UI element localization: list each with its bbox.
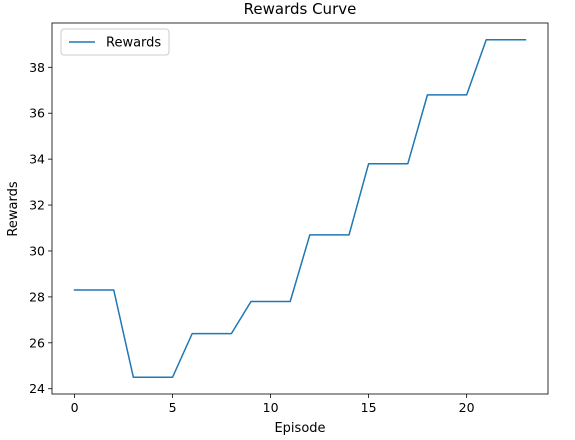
y-tick-label: 36 xyxy=(29,106,45,121)
series-line-0 xyxy=(73,39,527,378)
plot-frame xyxy=(51,22,549,395)
x-tick-label: 10 xyxy=(263,400,279,415)
y-tick-label: 30 xyxy=(29,243,45,258)
plot-area: 0 5 10 15 20 24 26 28 30 32 34 36 38 xyxy=(29,22,549,415)
chart-title: Rewards Curve xyxy=(244,0,357,18)
x-tick-label: 5 xyxy=(169,400,177,415)
legend: Rewards xyxy=(60,28,170,56)
y-axis-label: Rewards xyxy=(6,181,21,236)
x-tick-label: 0 xyxy=(71,400,79,415)
y-tick-label: 38 xyxy=(29,60,45,75)
x-tick-label: 15 xyxy=(361,400,377,415)
y-tick-label: 26 xyxy=(29,335,45,350)
legend-label: Rewards xyxy=(106,36,161,51)
legend-box xyxy=(60,28,170,56)
y-tick-label: 28 xyxy=(29,289,45,304)
y-tick-label: 24 xyxy=(29,381,45,396)
x-tick-label: 20 xyxy=(459,400,475,415)
y-tick-label: 32 xyxy=(29,198,45,213)
y-tick-label: 34 xyxy=(29,152,45,167)
x-axis-label: Episode xyxy=(274,421,325,436)
